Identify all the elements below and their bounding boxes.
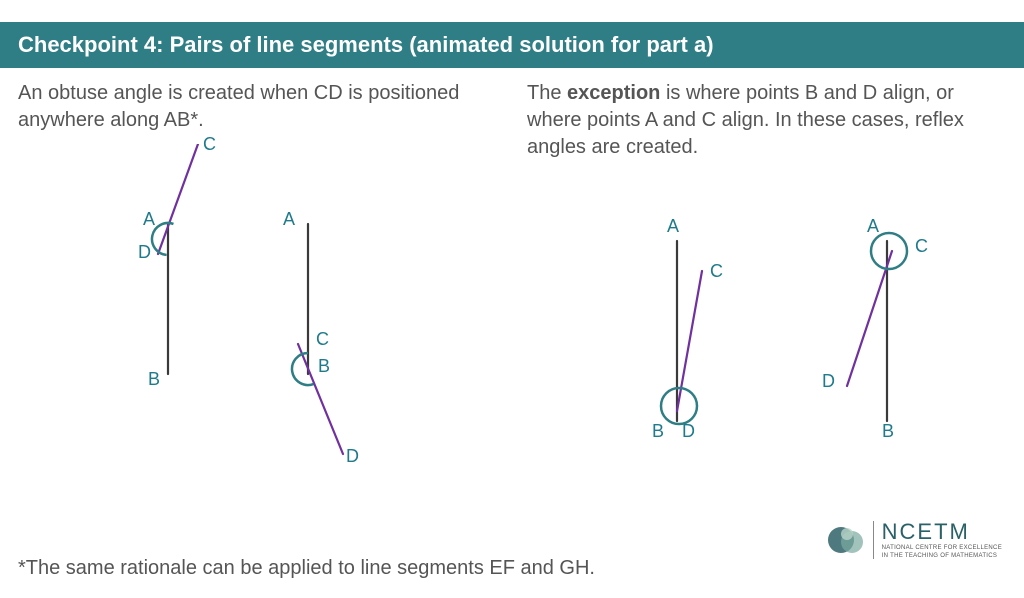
- left-diagrams: CADBACBD: [18, 134, 497, 464]
- point-label: C: [710, 261, 723, 282]
- point-label: B: [882, 421, 894, 442]
- point-label: A: [143, 209, 155, 230]
- diagram-svg: [108, 144, 248, 404]
- left-column: An obtuse angle is created when CD is po…: [18, 80, 497, 491]
- right-text-pre: The: [527, 82, 567, 104]
- right-paragraph: The exception is where points B and D al…: [527, 80, 1006, 161]
- diagram-svg: [817, 221, 957, 441]
- footnote: *The same rationale can be applied to li…: [18, 557, 595, 580]
- diagram-svg: [248, 144, 388, 464]
- point-label: C: [316, 329, 329, 350]
- left-paragraph: An obtuse angle is created when CD is po…: [18, 80, 497, 134]
- point-label: B: [318, 356, 330, 377]
- right-column: The exception is where points B and D al…: [527, 80, 1006, 491]
- right-text-bold: exception: [567, 82, 660, 104]
- point-label: C: [915, 236, 928, 257]
- point-label: C: [203, 134, 216, 155]
- point-label: D: [822, 371, 835, 392]
- point-label: B: [652, 421, 664, 442]
- slide-header: Checkpoint 4: Pairs of line segments (an…: [0, 22, 1024, 68]
- header-title: Checkpoint 4: Pairs of line segments (an…: [18, 32, 714, 57]
- logo-sub1: NATIONAL CENTRE FOR EXCELLENCE: [882, 545, 1002, 551]
- ncetm-logo: NCETM NATIONAL CENTRE FOR EXCELLENCE IN …: [825, 520, 1002, 560]
- point-label: A: [667, 216, 679, 237]
- point-label: D: [682, 421, 695, 442]
- point-label: A: [283, 209, 295, 230]
- point-label: A: [867, 216, 879, 237]
- point-label: B: [148, 369, 160, 390]
- logo-name: NCETM: [882, 521, 1002, 543]
- point-label: D: [138, 242, 151, 263]
- logo-text: NCETM NATIONAL CENTRE FOR EXCELLENCE IN …: [873, 521, 1002, 559]
- logo-sub2: IN THE TEACHING OF MATHEMATICS: [882, 553, 1002, 559]
- right-diagrams: ACBDACDB: [527, 161, 1006, 491]
- diagram-svg: [617, 221, 757, 441]
- logo-mark-icon: [825, 520, 865, 560]
- content-area: An obtuse angle is created when CD is po…: [0, 68, 1024, 491]
- point-label: D: [346, 446, 359, 467]
